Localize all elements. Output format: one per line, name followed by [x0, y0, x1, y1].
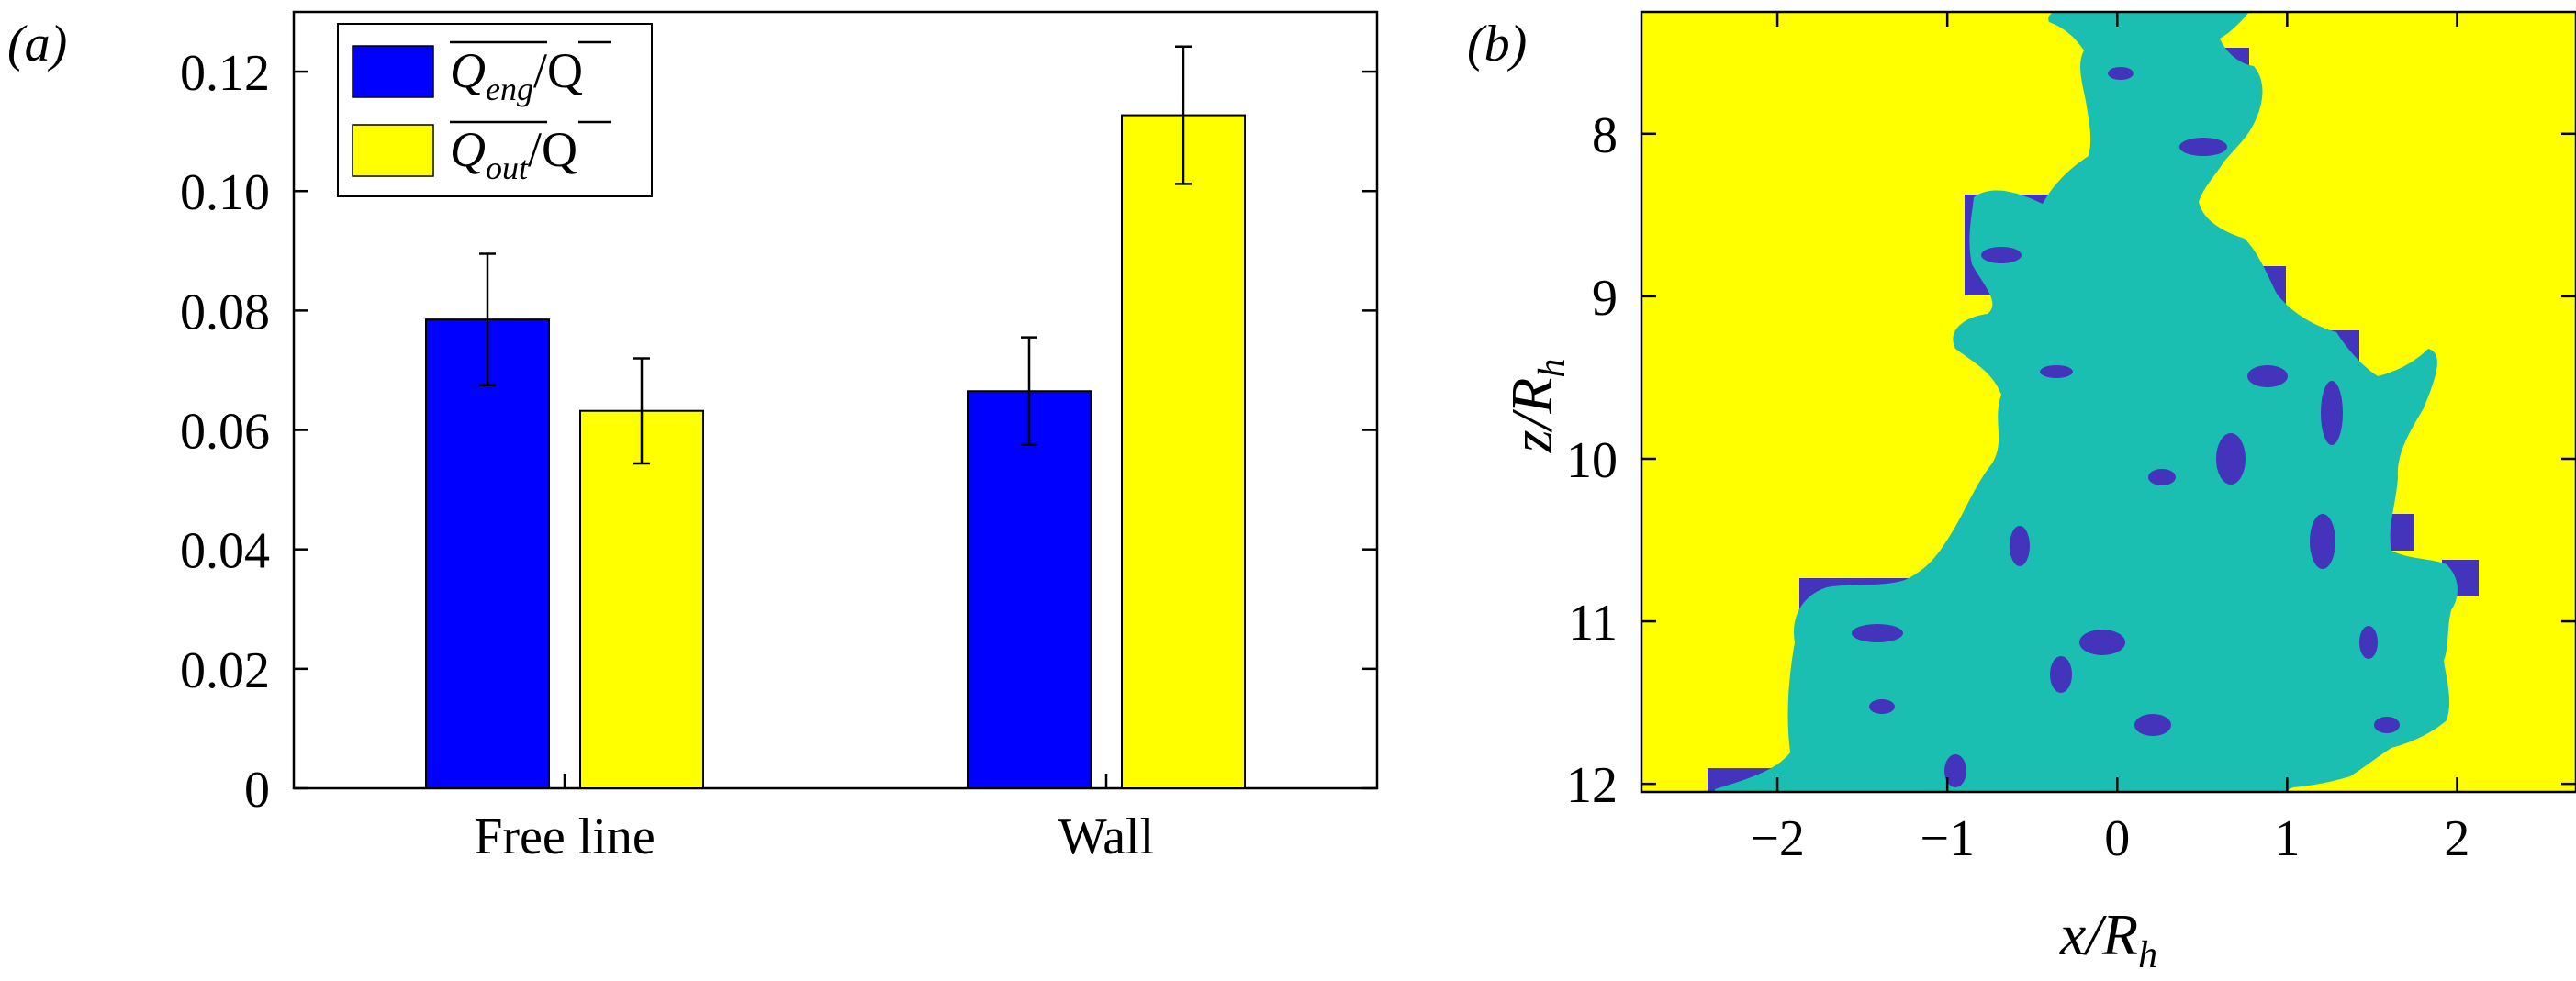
x-tick-label: 2: [2444, 810, 2470, 867]
x-axis-categories: Free line Wall: [474, 774, 1154, 865]
y-tick-label: 11: [1568, 595, 1618, 652]
y-axis-ticks: 0 0.02 0.04 0.06 0.08 0.10 0.12: [180, 45, 1377, 819]
legend-tail: /Q: [533, 43, 583, 98]
purple-patch: [1852, 624, 1903, 642]
y-tick-label: 0.02: [180, 642, 270, 699]
legend-label-eng: Qeng/Q: [450, 43, 583, 107]
plume-region: [1715, 12, 2458, 792]
bar: [579, 409, 704, 789]
legend-sub-eng: eng: [486, 71, 533, 107]
purple-patch: [2247, 365, 2288, 387]
plot-frame-b: [1640, 10, 2576, 794]
purple-patch: [2374, 717, 2400, 733]
purple-patch: [2321, 381, 2343, 445]
y-tick-label: 8: [1592, 107, 1618, 164]
y-tick-label: 0.04: [180, 523, 270, 580]
bar-series: [425, 114, 1246, 790]
x-category-label: Free line: [474, 808, 655, 865]
purple-patch: [2179, 138, 2227, 156]
y-tick-label: 0.12: [180, 45, 270, 102]
x-label-main: x/R: [2059, 902, 2138, 967]
y-tick-label: 10: [1566, 432, 1618, 489]
x-axis-label: x/Rh: [2059, 902, 2157, 976]
y-tick-label: 0.06: [180, 404, 270, 461]
x-category-label: Wall: [1058, 808, 1154, 865]
purple-patch: [2050, 656, 2072, 693]
legend: Qeng/Q Qout/Q: [337, 23, 653, 197]
purple-patch: [2359, 626, 2378, 659]
heatmap-panel: (b): [1467, 10, 2576, 976]
y-tick-label: 12: [1566, 757, 1618, 814]
error-bars: [479, 45, 1192, 465]
legend-swatch-out: [352, 124, 434, 177]
x-tick-label: 1: [2274, 810, 2300, 867]
panel-b-label: (b): [1467, 16, 1527, 72]
legend-q: Q: [450, 43, 486, 98]
purple-patch: [1869, 699, 1895, 714]
x-tick-label: −2: [1750, 810, 1805, 867]
bar: [967, 390, 1092, 789]
purple-patch: [2010, 526, 2030, 566]
legend-swatch-eng: [352, 45, 434, 98]
legend-label-out: Qout/Q: [450, 122, 577, 186]
y-tick-label: 0.08: [180, 284, 270, 340]
y-label-sub: h: [1531, 359, 1574, 378]
x-tick-label: 0: [2104, 810, 2130, 867]
y-label-main: z/R: [1499, 378, 1564, 454]
purple-patch: [2310, 514, 2335, 569]
y-tick-label: 9: [1592, 270, 1618, 327]
panel-a-label: (a): [7, 16, 67, 72]
purple-patch: [2108, 67, 2134, 80]
purple-patch: [2148, 469, 2176, 485]
legend-q: Q: [450, 122, 486, 177]
purple-patch: [1981, 247, 2022, 263]
bar: [1121, 114, 1246, 790]
purple-patch: [2216, 433, 2246, 485]
purple-patch: [2134, 714, 2171, 736]
purple-patch: [2079, 630, 2125, 655]
purple-patch: [2040, 365, 2073, 378]
x-label-sub: h: [2138, 934, 2157, 976]
purple-patch: [1944, 754, 1966, 787]
heatmap-field: [1641, 12, 2576, 792]
bar: [425, 318, 550, 789]
y-tick-label: 0: [244, 762, 270, 819]
y-axis-label: z/Rh: [1499, 359, 1574, 454]
legend-sub-out: out: [486, 150, 529, 186]
x-tick-label: −1: [1920, 810, 1975, 867]
bar-chart-panel: (a) 0 0.02 0.04 0.06 0.08 0.10 0.12 Free line W…: [7, 10, 1379, 865]
legend-tail: /Q: [528, 122, 577, 177]
plot-frame-a: [292, 10, 1379, 790]
y-tick-label: 0.10: [180, 164, 270, 221]
